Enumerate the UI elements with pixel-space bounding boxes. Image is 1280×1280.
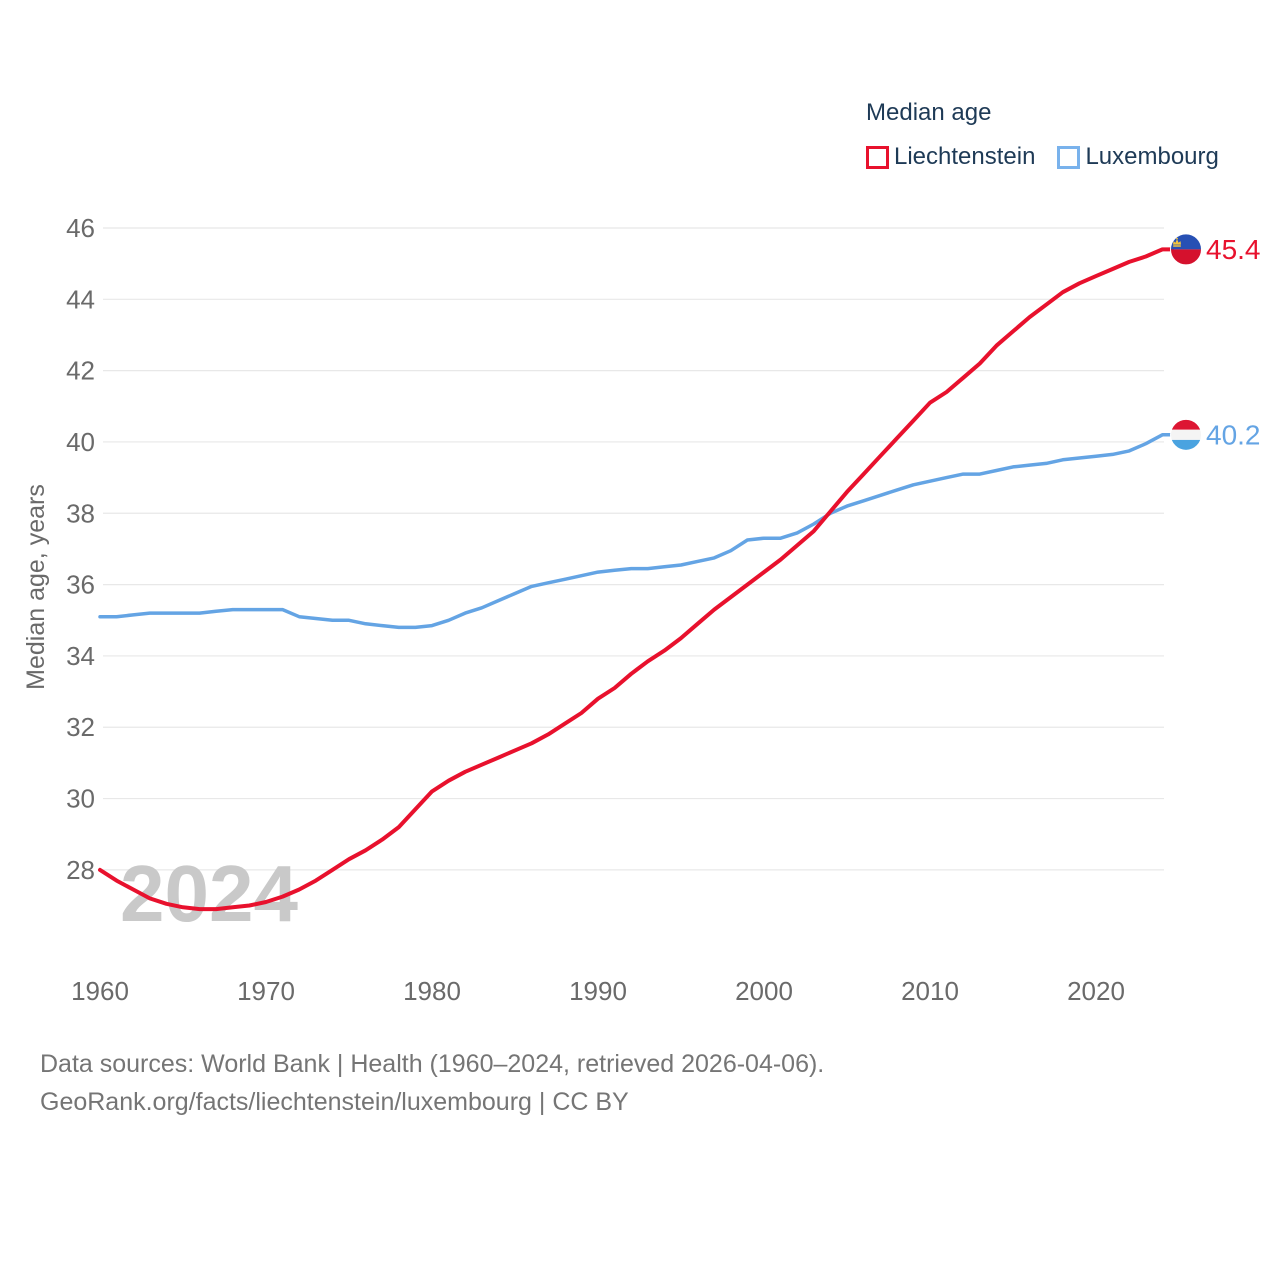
x-tick-label-1970: 1970 [237, 976, 295, 1006]
x-tick-label-1960: 1960 [71, 976, 129, 1006]
liechtenstein-flag-icon [1170, 233, 1202, 266]
luxembourg-end-value: 40.2 [1206, 419, 1261, 450]
x-tick-label-2020: 2020 [1067, 976, 1125, 1006]
x-tick-label-1990: 1990 [569, 976, 627, 1006]
legend-label-luxembourg: Luxembourg [1085, 143, 1219, 170]
legend-item-luxembourg[interactable]: Luxembourg [1057, 143, 1219, 171]
y-tick-label-44: 44 [66, 284, 95, 314]
liechtenstein-swatch-icon [866, 145, 889, 169]
footer-data-sources: Data sources: World Bank | Health (1960–… [40, 1050, 825, 1078]
y-tick-label-42: 42 [66, 356, 95, 386]
y-tick-label-36: 36 [66, 570, 95, 600]
legend-label-liechtenstein: Liechtenstein [894, 143, 1036, 170]
liechtenstein-line[interactable] [98, 247, 1174, 912]
liechtenstein-end-value: 45.4 [1206, 234, 1261, 265]
y-tick-label-34: 34 [66, 641, 95, 671]
x-tick-label-1980: 1980 [403, 976, 461, 1006]
legend-items: Liechtenstein Luxembourg [866, 143, 1219, 171]
luxembourg-flag-icon [1170, 418, 1202, 451]
y-tick-label-46: 46 [66, 213, 95, 243]
y-tick-label-38: 38 [66, 498, 95, 528]
median-age-chart: 28 30 32 34 36 38 40 42 44 46 1960 1970 1980 1990 2000… [22, 213, 1261, 1006]
x-tick-label-2010: 2010 [901, 976, 959, 1006]
legend-title: Median age [866, 99, 992, 126]
y-tick-label-40: 40 [66, 427, 95, 457]
y-tick-label-32: 32 [66, 712, 95, 742]
x-tick-label-2000: 2000 [735, 976, 793, 1006]
year-watermark: 2024 [120, 849, 298, 938]
footer-attribution: GeoRank.org/facts/liechtenstein/luxembou… [40, 1088, 629, 1116]
footer: Data sources: World Bank | Health (1960–… [40, 1045, 824, 1121]
y-axis-title: Median age, years [22, 484, 50, 690]
luxembourg-line[interactable] [98, 433, 1174, 630]
y-tick-label-30: 30 [66, 784, 95, 814]
y-tick-label-28: 28 [66, 855, 95, 885]
legend-item-liechtenstein[interactable]: Liechtenstein [866, 143, 1035, 171]
luxembourg-swatch-icon [1057, 145, 1081, 169]
legend: Median age Liechtenstein Luxembourg [866, 99, 1219, 171]
